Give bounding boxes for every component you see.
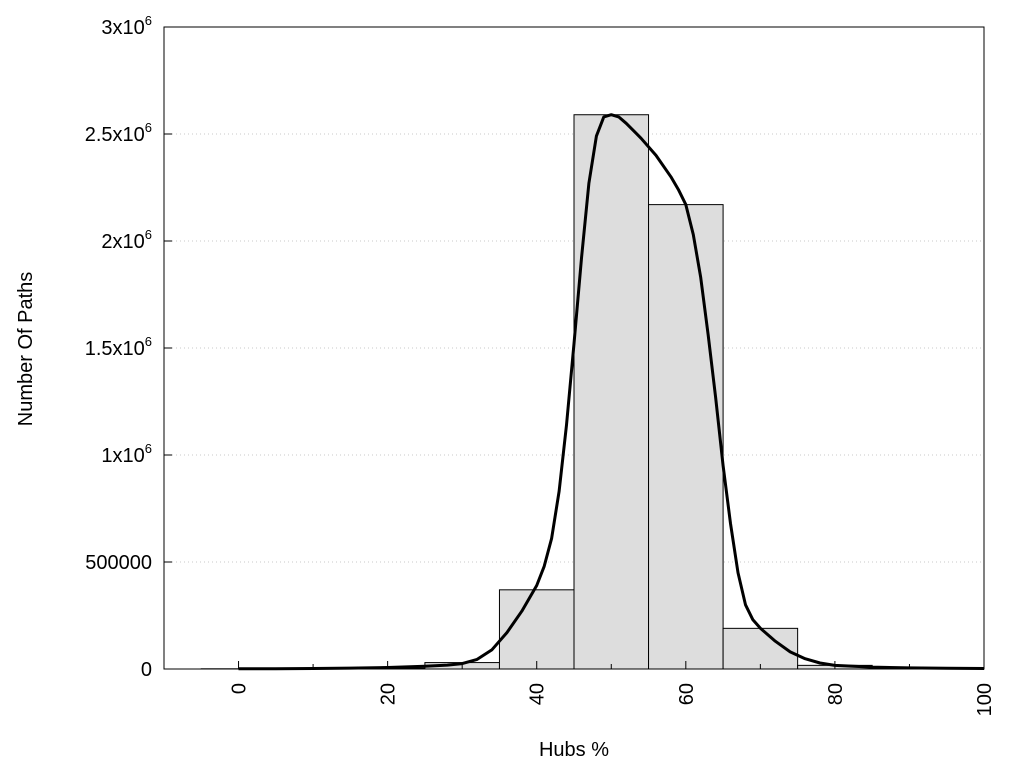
fit-curve [238,113,985,671]
x-axis-label: Hubs % [539,739,609,761]
y-tick-label: 0 [141,659,152,681]
y-tick-labels: 0 500000 1x106 1.5x106 2x106 2.5x106 3x106 [85,13,152,681]
x-tick-label: 20 [378,683,400,705]
y-tick-label: 1.5x106 [85,334,152,360]
x-tick-label: 80 [825,683,847,705]
y-tick-label: 2x106 [101,227,152,253]
x-tick-labels: 0 20 40 60 80 100 [229,683,996,716]
x-tick-label: 40 [527,683,549,705]
grid-lines [164,133,984,563]
histogram-bar [648,204,724,670]
y-tick-label: 2.5x106 [85,120,152,146]
histogram-bar [573,114,650,670]
y-tick-label: 500000 [85,552,152,574]
y-tick-label: 1x106 [101,441,152,467]
x-tick-label: 60 [676,683,698,705]
axis-ticks [164,26,985,670]
x-tick-label: 100 [974,683,996,716]
x-tick-label: 0 [229,683,251,694]
fit-curve-line [238,113,985,671]
histogram-bars [200,114,948,670]
y-axis-label: Number Of Paths [15,272,37,427]
y-tick-label: 3x106 [101,13,152,39]
